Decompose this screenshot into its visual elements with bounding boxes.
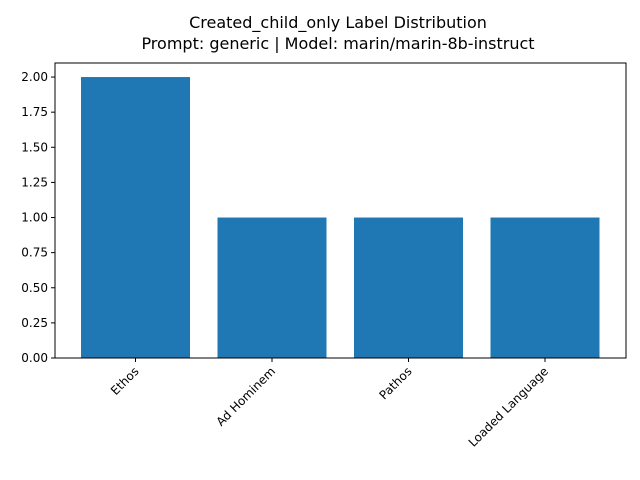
y-tick-label: 1.25 [21, 175, 48, 189]
x-tick-label: Ad Hominem [213, 364, 278, 429]
y-tick-label: 2.00 [21, 70, 48, 84]
y-tick-label: 1.00 [21, 211, 48, 225]
y-tick-label: 0.75 [21, 246, 48, 260]
y-tick-label: 0.25 [21, 316, 48, 330]
y-axis: 0.00 0.25 0.50 0.75 1.00 1.25 1.50 1.75 2.00 [21, 70, 55, 365]
bar-pathos [354, 217, 463, 358]
bar-loaded-language [490, 217, 600, 358]
x-axis: Ethos Ad Hominem Pathos Loaded Language [108, 358, 551, 450]
x-tick-label: Loaded Language [466, 364, 551, 449]
x-tick-label: Ethos [108, 364, 142, 398]
bars-group [81, 77, 600, 359]
y-tick-label: 0.00 [21, 351, 48, 365]
x-tick-label: Pathos [376, 364, 414, 402]
y-tick-label: 1.75 [21, 105, 48, 119]
bar-ethos [81, 77, 190, 359]
bar-ad-hominem [217, 217, 327, 358]
plot-frame [54, 62, 627, 359]
y-tick-label: 0.50 [21, 281, 48, 295]
chart-title-line1: Created_child_only Label Distribution [189, 13, 487, 33]
chart-title-line2: Prompt: generic | Model: marin/marin-8b-… [141, 34, 534, 53]
y-tick-label: 1.50 [21, 140, 48, 154]
